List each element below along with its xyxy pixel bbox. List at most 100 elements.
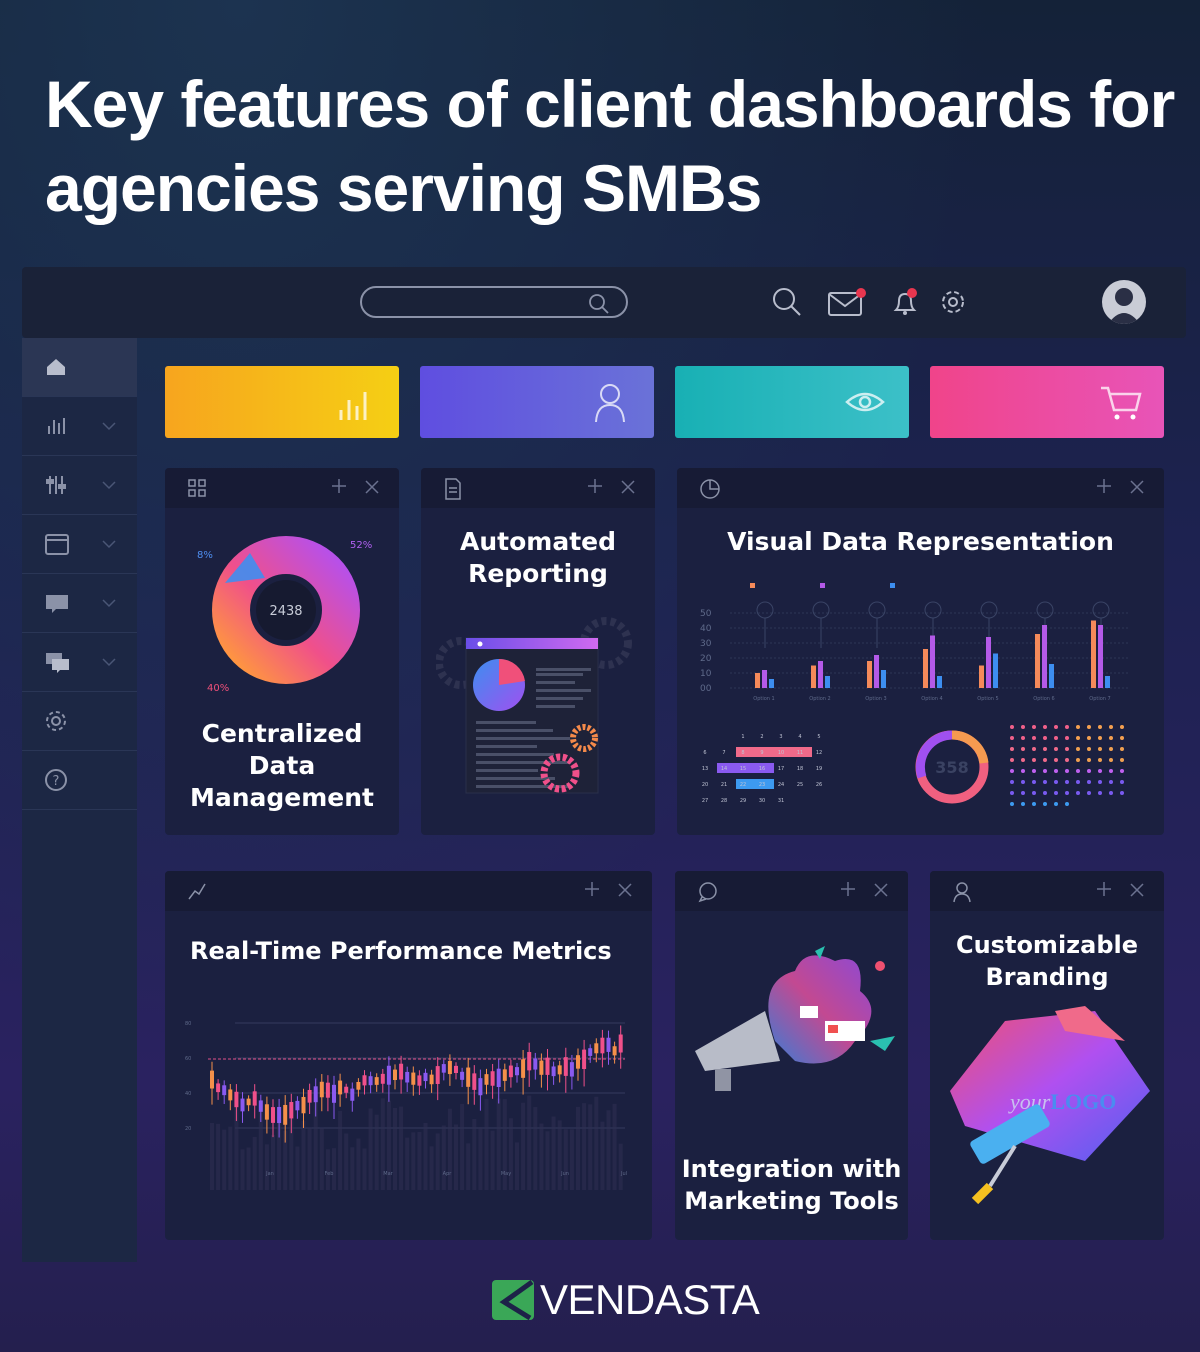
paint-roller-illustration: yourLOGO [950, 1006, 1150, 1205]
sidebar-item-bar-chart[interactable] [22, 397, 137, 456]
calendar-day: 26 [816, 782, 822, 788]
calendar-day: 30 [759, 798, 765, 804]
candle [508, 1065, 513, 1078]
bar [1042, 625, 1047, 688]
candle [240, 1098, 245, 1112]
candle [484, 1074, 489, 1085]
x-tick: Jun [560, 1171, 569, 1177]
avatar[interactable] [1102, 280, 1146, 324]
candle [393, 1069, 397, 1081]
line-chart-icon [188, 883, 206, 900]
candle [527, 1051, 532, 1071]
dot [1065, 769, 1069, 773]
calendar-day: 3 [779, 734, 782, 740]
dot [1054, 736, 1058, 740]
chat-bubble-icon [698, 882, 717, 903]
stat-tile-bar-chart[interactable] [165, 366, 399, 438]
x-tick: May [501, 1171, 511, 1177]
dot [1032, 791, 1036, 795]
dot [1032, 802, 1036, 806]
marker-circle [1092, 601, 1110, 619]
search-input[interactable] [360, 286, 628, 318]
bar [923, 649, 928, 688]
dot [1098, 769, 1102, 773]
sidebar-item-sliders[interactable] [22, 456, 137, 515]
bar [979, 665, 984, 688]
candle [551, 1066, 556, 1077]
x-tick: Option 6 [1033, 696, 1054, 702]
gear-icon[interactable] [938, 287, 968, 317]
dot [1065, 736, 1069, 740]
dot [1076, 769, 1080, 773]
marker-circle [868, 601, 886, 619]
candle [435, 1066, 440, 1084]
close-icon[interactable] [618, 883, 632, 897]
candle [234, 1091, 239, 1108]
sidebar-item-gear[interactable] [22, 692, 137, 751]
dot [1032, 747, 1036, 751]
dot [1076, 736, 1080, 740]
vendasta-logo: VENDASTA [492, 1276, 760, 1324]
sidebar-item-help[interactable]: ? [22, 751, 137, 810]
calendar-day: 18 [797, 766, 803, 772]
candle [362, 1075, 367, 1086]
candle [460, 1071, 465, 1080]
dot [1021, 780, 1025, 784]
chats-icon [46, 653, 69, 673]
card-title: Real-Time Performance Metrics [190, 937, 612, 965]
add-icon[interactable] [840, 881, 856, 897]
bell-icon[interactable] [890, 287, 920, 317]
stat-tile-user[interactable] [420, 366, 654, 438]
calendar-day: 6 [703, 750, 706, 756]
add-icon[interactable] [331, 478, 347, 494]
sidebar-item-window[interactable] [22, 515, 137, 574]
bar [937, 676, 942, 688]
close-icon[interactable] [1130, 480, 1144, 494]
candle [612, 1046, 617, 1056]
add-icon[interactable] [584, 881, 600, 897]
calendar-day: 2 [760, 734, 763, 740]
marker-circle [756, 601, 774, 619]
calendar-day: 23 [759, 782, 765, 788]
mail-icon[interactable] [827, 287, 867, 317]
dot [1098, 780, 1102, 784]
dot [1065, 747, 1069, 751]
sidebar-item-chat[interactable] [22, 574, 137, 633]
chevron-down-icon[interactable] [102, 480, 116, 490]
x-tick: Jul [620, 1171, 627, 1177]
chevron-down-icon[interactable] [102, 421, 116, 431]
search-icon[interactable] [772, 287, 802, 317]
dot [1120, 791, 1124, 795]
add-icon[interactable] [587, 478, 603, 494]
candlestick-chart: 80 60 40 20 Jan Feb Mar Apr May Jun Jul [185, 1021, 627, 1190]
dot [1010, 802, 1014, 806]
candle [264, 1104, 269, 1120]
sidebar-item-home[interactable] [22, 338, 137, 397]
document-icon [445, 478, 461, 500]
dot [1032, 780, 1036, 784]
chevron-down-icon[interactable] [102, 657, 116, 667]
calendar-day: 28 [721, 798, 727, 804]
donut-value: 358 [935, 758, 968, 777]
marker-circle [924, 601, 942, 619]
close-icon[interactable] [1130, 883, 1144, 897]
stat-tile-cart[interactable] [930, 366, 1164, 438]
sliders-icon [46, 476, 66, 494]
calendar-day: 21 [721, 782, 727, 788]
candle [246, 1098, 251, 1106]
chevron-down-icon[interactable] [102, 539, 116, 549]
dot [1065, 725, 1069, 729]
bar [762, 670, 767, 688]
sidebar-item-chats[interactable] [22, 633, 137, 692]
close-icon[interactable] [621, 480, 635, 494]
chevron-down-icon[interactable] [102, 598, 116, 608]
grid-icon [188, 479, 206, 497]
calendar-day: 16 [759, 766, 765, 772]
add-icon[interactable] [1096, 881, 1112, 897]
x-tick: Option 4 [921, 696, 942, 702]
dashboard-topbar [22, 267, 1186, 338]
close-icon[interactable] [365, 480, 379, 494]
stat-tile-eye[interactable] [675, 366, 909, 438]
close-icon[interactable] [874, 883, 888, 897]
add-icon[interactable] [1096, 478, 1112, 494]
